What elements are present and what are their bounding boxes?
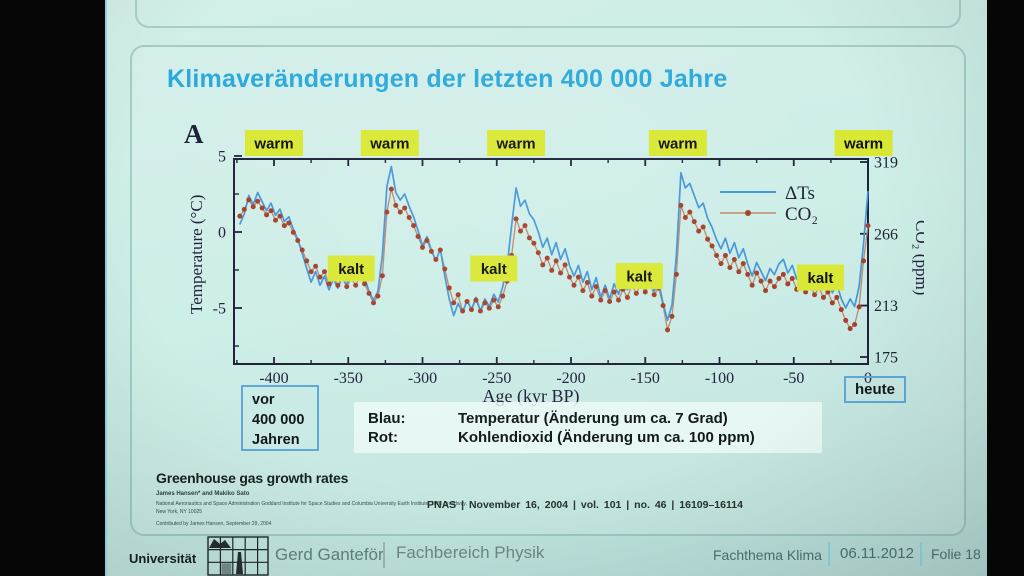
slide-number: Folie 18	[931, 546, 981, 562]
paper-contributed: Contributed by James Hansen, September 2…	[156, 521, 272, 527]
presenter-name: Gerd Ganteför	[275, 545, 384, 564]
svg-text:0: 0	[218, 225, 226, 242]
svg-text:CO₂ (ppm): CO₂ (ppm)	[912, 220, 924, 295]
university-name: Universität	[129, 551, 197, 566]
svg-text:213: 213	[874, 298, 898, 315]
color-legend: Blau: Temperatur (Änderung um ca. 7 Grad…	[354, 402, 822, 453]
pnas-citation: PNAS | November 16, 2004 | vol. 101 | no…	[427, 499, 743, 511]
previous-content-box-fragment	[135, 0, 961, 28]
svg-text:-5: -5	[213, 301, 226, 318]
kalt-tag: kalt	[626, 269, 652, 286]
climate-chart: -400 -350 -300 -250 -200 -150 -100 -50 0 5 0 -5 319 2…	[187, 130, 924, 407]
legend-term-rot: Rot:	[368, 428, 398, 446]
warm-tag: warm	[843, 136, 883, 153]
svg-text:-350: -350	[334, 370, 363, 387]
warm-tag: warm	[369, 136, 409, 153]
footer-divider	[383, 542, 385, 568]
svg-text:Temperature (°C): Temperature (°C)	[187, 195, 206, 314]
vor-box-line: Jahren	[252, 432, 300, 448]
legend-term-blau: Blau:	[368, 409, 406, 427]
university-logo	[207, 536, 269, 576]
svg-text:-50: -50	[783, 370, 804, 387]
panel-label: A	[184, 119, 204, 149]
slide-date: 06.11.2012	[840, 545, 914, 562]
content-box: Klimaveränderungen der letzten 400 000 J…	[130, 45, 966, 536]
svg-text:-100: -100	[705, 370, 734, 387]
svg-text:Age (kyr BP): Age (kyr BP)	[483, 386, 580, 407]
footer-divider	[920, 542, 922, 566]
heute-box: heute	[844, 376, 906, 403]
slide-footer: Universität Gerd Ganteför Fachbereich Ph…	[107, 536, 987, 576]
paper-affiliation: National Aeronautics and Space Administr…	[156, 501, 716, 516]
kalt-tag: kalt	[338, 261, 364, 278]
paper-title: Greenhouse gas growth rates	[156, 470, 349, 486]
svg-text:5: 5	[218, 149, 226, 166]
paper-citation-block: Greenhouse gas growth rates James Hansen…	[156, 470, 716, 527]
lecture-topic: Fachthema Klima	[713, 547, 822, 563]
slide: Klimaveränderungen der letzten 400 000 J…	[105, 0, 987, 576]
paper-affiliation-line1: National Aeronautics and Space Administr…	[156, 501, 467, 507]
warm-tag: warm	[495, 136, 535, 153]
warm-tag: warm	[253, 136, 293, 153]
svg-text:-200: -200	[556, 370, 585, 387]
svg-text:ΔTs: ΔTs	[785, 183, 815, 204]
paper-affiliation-line2: New York, NY 10025	[156, 508, 203, 515]
vor-400000-jahren-box: vor 400 000 Jahren	[241, 385, 319, 451]
svg-text:CO₂: CO₂	[785, 204, 818, 225]
footer-divider	[828, 542, 830, 566]
svg-text:266: 266	[874, 226, 898, 243]
kalt-tag: kalt	[808, 270, 834, 287]
legend-desc-temperatur: Temperatur (Änderung um ca. 7 Grad)	[458, 409, 728, 427]
svg-text:-300: -300	[408, 370, 437, 387]
svg-text:175: 175	[874, 350, 898, 367]
legend-desc-kohlendioxid: Kohlendioxid (Änderung um ca. 100 ppm)	[458, 428, 755, 446]
kalt-tag: kalt	[481, 261, 507, 278]
vor-box-line: vor	[252, 392, 275, 408]
vor-box-line: 400 000	[252, 412, 305, 428]
paper-authors: James Hansen* and Makiko Sato	[156, 491, 250, 497]
svg-text:319: 319	[874, 155, 898, 172]
svg-text:-150: -150	[631, 370, 660, 387]
slide-title: Klimaveränderungen der letzten 400 000 J…	[167, 65, 728, 93]
svg-text:0: 0	[864, 370, 872, 387]
warm-tag: warm	[657, 136, 697, 153]
department-name: Fachbereich Physik	[396, 543, 545, 562]
svg-text:-400: -400	[259, 370, 288, 387]
svg-text:-250: -250	[482, 370, 511, 387]
